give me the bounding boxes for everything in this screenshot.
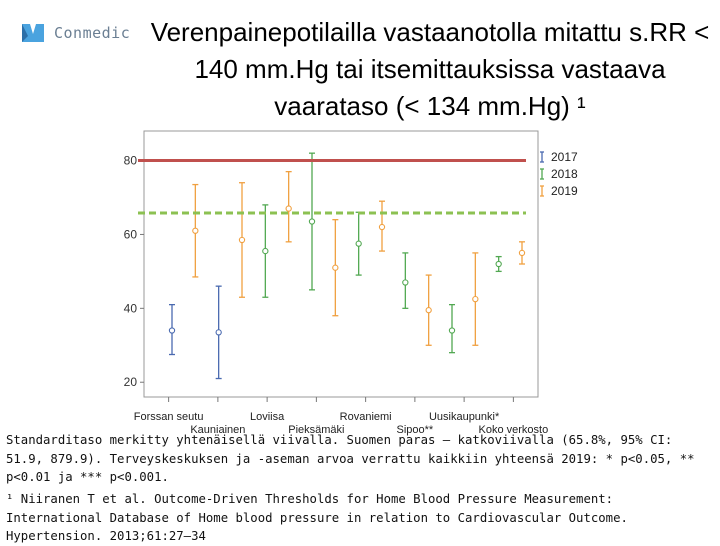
data-point (378, 223, 386, 231)
slide-title: Verenpainepotilailla vastaanotolla mitat… (150, 17, 710, 121)
legend-label: 2019 (551, 184, 578, 198)
plot-area (143, 130, 539, 398)
conmedic-logo-icon (22, 24, 44, 42)
data-point (448, 327, 456, 334)
standard-note: Standarditaso merkitty yhtenäisellä viiv… (6, 433, 695, 484)
data-point (425, 307, 432, 314)
data-point (355, 240, 362, 247)
x-category-label: Loviisa (250, 411, 285, 423)
data-point (402, 279, 409, 286)
y-tick-label: 60 (124, 227, 138, 241)
y-tick-label: 20 (124, 375, 138, 389)
y-tick-label: 80 (124, 154, 138, 168)
logo-text: Conmedic (54, 24, 131, 42)
x-category-label: Koko verkosto (479, 424, 549, 436)
data-point (495, 260, 502, 268)
data-point (332, 264, 339, 271)
x-category-label: Sipoo** (397, 424, 434, 436)
data-point (168, 327, 176, 334)
y-tick-label: 40 (124, 301, 138, 315)
x-category-label: Uusikaupunki* (429, 411, 500, 423)
data-point (215, 329, 222, 336)
legend-label: 2017 (551, 150, 578, 164)
data-point (308, 218, 316, 225)
data-point (238, 236, 246, 244)
data-point (262, 247, 269, 255)
x-category-label: Pieksämäki (288, 424, 344, 436)
x-category-label: Forssan seutu (134, 411, 204, 423)
data-point (518, 249, 526, 257)
legend-label: 2018 (551, 167, 578, 181)
x-category-label: Kauniainen (190, 424, 245, 436)
data-point (472, 295, 479, 303)
reference-note: ¹ Niiranen T et al. Outcome-Driven Thres… (6, 492, 628, 543)
data-point (285, 205, 292, 212)
data-point (192, 227, 199, 234)
x-category-label: Rovaniemi (340, 411, 392, 423)
conmedic-logo: Conmedic (18, 16, 130, 50)
